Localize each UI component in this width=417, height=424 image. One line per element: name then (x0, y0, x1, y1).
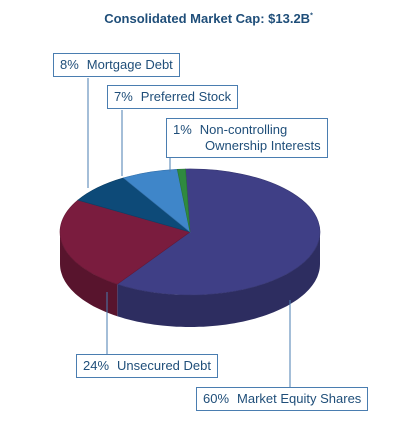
pie-side-0 (117, 232, 320, 327)
label-mortgage-debt: 8% Mortgage Debt (53, 53, 180, 77)
pie-slice-4 (176, 168, 191, 233)
pie-slice-1 (59, 199, 191, 285)
label-preferred-stock: 7% Preferred Stock (107, 85, 239, 109)
pie-sides (60, 232, 320, 327)
label-market-equity-shares: 60% Market Equity Shares (196, 387, 369, 411)
label-non-controlling-interests: 1% Non-controlling Ownership Interests (166, 118, 328, 158)
pie-side-1 (60, 232, 118, 317)
label-unsecured-debt: 24% Unsecured Debt (76, 354, 218, 378)
pie-top (59, 168, 321, 296)
pie-slice-0 (116, 168, 321, 296)
chart-title: Consolidated Market Cap: $13.2B* (104, 11, 313, 26)
